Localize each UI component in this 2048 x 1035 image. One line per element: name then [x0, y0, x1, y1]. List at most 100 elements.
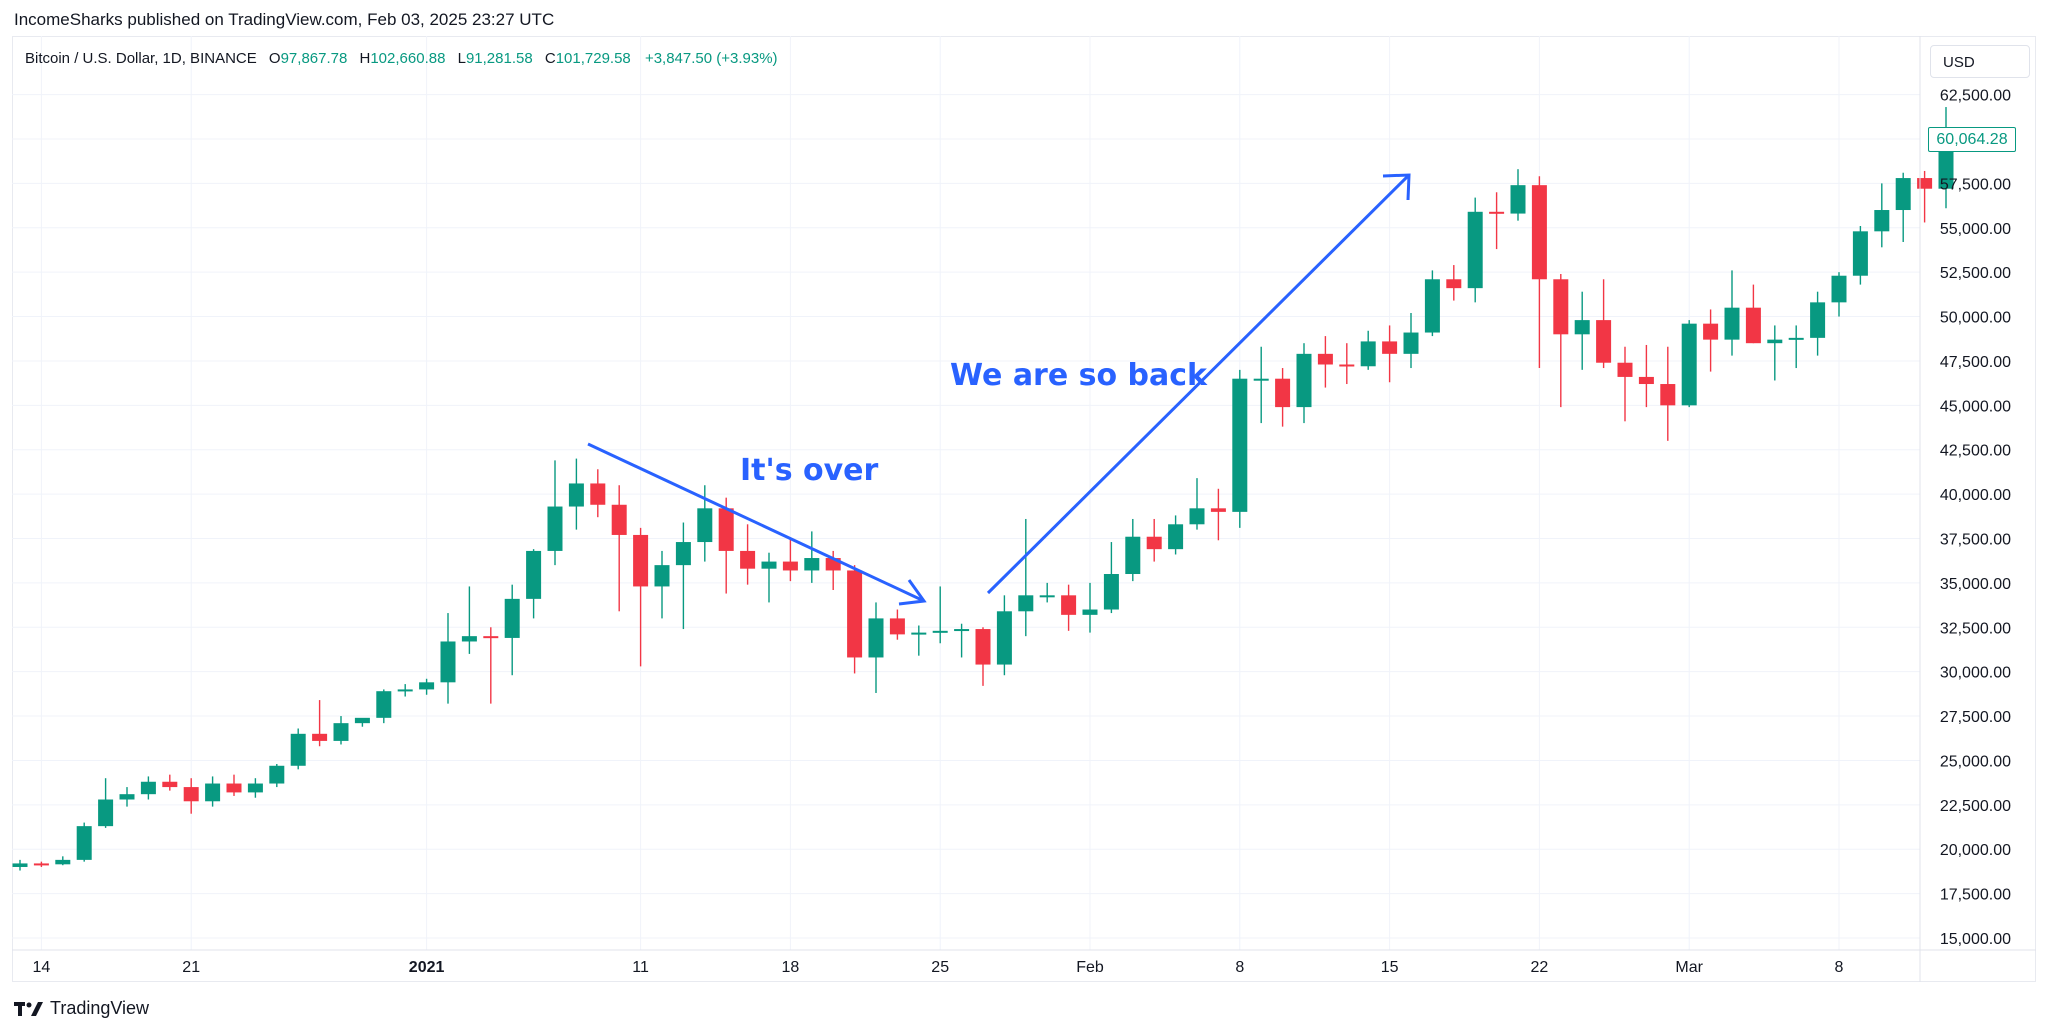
candle[interactable]	[1467, 197, 1483, 303]
candle[interactable]	[1339, 343, 1355, 385]
candle[interactable]	[954, 623, 970, 658]
candle[interactable]	[1146, 518, 1162, 562]
candle[interactable]	[33, 861, 49, 867]
candle[interactable]	[1788, 325, 1804, 369]
candle[interactable]	[1189, 478, 1205, 530]
candle[interactable]	[1724, 270, 1740, 356]
up-trend-arrow-line[interactable]	[986, 173, 1411, 595]
candle[interactable]	[247, 778, 263, 798]
candle[interactable]	[1681, 320, 1697, 408]
candle[interactable]	[419, 678, 435, 695]
candle[interactable]	[162, 774, 178, 791]
candle[interactable]	[633, 527, 649, 667]
candle[interactable]	[354, 717, 370, 727]
candle[interactable]	[1446, 265, 1462, 301]
candle[interactable]	[1424, 270, 1440, 337]
candle[interactable]	[483, 627, 499, 704]
candle[interactable]	[226, 774, 242, 796]
candle[interactable]	[1275, 368, 1291, 427]
down-trend-arrow-line[interactable]	[587, 442, 925, 603]
candle[interactable]	[1553, 273, 1569, 408]
candle[interactable]	[1125, 518, 1141, 582]
candle[interactable]	[1638, 344, 1654, 408]
candle[interactable]	[376, 689, 392, 724]
candle[interactable]	[269, 763, 285, 788]
candle[interactable]	[55, 856, 71, 866]
candle[interactable]	[1617, 346, 1633, 422]
candle[interactable]	[397, 684, 413, 697]
candle[interactable]	[183, 778, 199, 814]
candle[interactable]	[1510, 169, 1526, 221]
candle[interactable]	[718, 497, 734, 594]
candle[interactable]	[675, 522, 691, 630]
candle[interactable]	[547, 460, 563, 566]
candle[interactable]	[889, 609, 905, 640]
candle[interactable]	[1810, 291, 1826, 356]
candle[interactable]	[1767, 325, 1783, 381]
candle[interactable]	[1296, 343, 1312, 424]
candle[interactable]	[568, 458, 584, 530]
candle[interactable]	[119, 787, 135, 807]
candle[interactable]	[504, 584, 520, 676]
annotation-its-over[interactable]: It's over	[740, 453, 879, 488]
candle[interactable]	[1895, 172, 1911, 242]
candle[interactable]	[1596, 279, 1612, 369]
candle[interactable]	[1360, 330, 1376, 370]
candle[interactable]	[440, 613, 456, 704]
candle[interactable]	[1232, 369, 1248, 528]
candle[interactable]	[1403, 313, 1419, 369]
candle[interactable]	[312, 700, 328, 747]
candle[interactable]	[1660, 346, 1676, 441]
candle[interactable]	[611, 485, 627, 612]
symbol-name[interactable]: Bitcoin / U.S. Dollar, 1D, BINANCE	[25, 50, 257, 67]
candle[interactable]	[333, 716, 349, 745]
candle[interactable]	[1018, 518, 1034, 637]
candle[interactable]	[654, 550, 670, 619]
candle[interactable]	[1703, 309, 1719, 372]
candle[interactable]	[526, 549, 542, 619]
candle[interactable]	[1382, 325, 1398, 383]
candle[interactable]	[975, 627, 991, 686]
candle[interactable]	[1168, 515, 1184, 555]
candle[interactable]	[1574, 291, 1590, 370]
candle[interactable]	[1874, 183, 1890, 248]
candle[interactable]	[1317, 336, 1333, 388]
candle[interactable]	[1061, 584, 1077, 631]
candle[interactable]	[761, 552, 777, 603]
candle[interactable]	[140, 776, 156, 800]
candle[interactable]	[1745, 284, 1761, 344]
candle[interactable]	[12, 859, 28, 871]
candle[interactable]	[1917, 170, 1933, 223]
candle[interactable]	[932, 586, 948, 644]
candle[interactable]	[290, 728, 306, 770]
tradingview-logo[interactable]: TradingView	[14, 998, 149, 1019]
candle[interactable]	[1531, 176, 1547, 369]
candle[interactable]	[804, 531, 820, 583]
candle[interactable]	[1210, 488, 1226, 541]
candle[interactable]	[740, 524, 756, 585]
candle[interactable]	[847, 565, 863, 674]
candle[interactable]	[98, 778, 114, 828]
annotation-we-are-so-back[interactable]: We are so back	[950, 358, 1208, 393]
candle[interactable]	[1489, 192, 1505, 250]
candle[interactable]	[996, 595, 1012, 676]
candle[interactable]	[590, 469, 606, 518]
up-trend-arrow-head[interactable]	[1382, 173, 1411, 201]
candle[interactable]	[1253, 346, 1269, 424]
down-trend-arrow-head[interactable]	[898, 579, 927, 606]
candle[interactable]	[205, 776, 221, 807]
candle[interactable]	[1039, 582, 1055, 603]
candle-body	[1039, 595, 1055, 598]
candle[interactable]	[76, 822, 92, 862]
candle[interactable]	[1831, 272, 1847, 317]
candle[interactable]	[1082, 582, 1098, 633]
candle[interactable]	[461, 586, 477, 654]
candle[interactable]	[782, 538, 798, 582]
candle[interactable]	[911, 625, 927, 656]
candle[interactable]	[868, 602, 884, 693]
currency-button[interactable]: USD	[1930, 45, 2030, 78]
candle[interactable]	[1103, 542, 1119, 614]
candle-body	[1446, 279, 1462, 289]
candle[interactable]	[1852, 226, 1868, 285]
